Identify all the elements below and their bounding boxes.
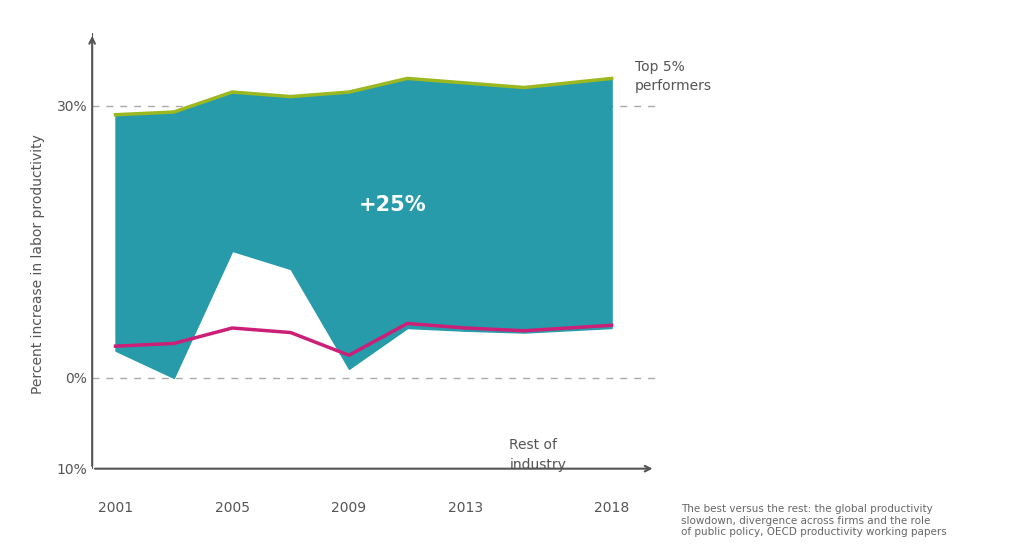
Text: +25%: +25% bbox=[359, 196, 427, 215]
Text: The best versus the rest: the global productivity
slowdown, divergence across fi: The best versus the rest: the global pro… bbox=[681, 504, 947, 537]
Text: The top 5% of
companies are
dominating the
economy by
exploiting
digital
compete: The top 5% of companies are dominating t… bbox=[720, 105, 900, 353]
Y-axis label: Percent increase in labor productivity: Percent increase in labor productivity bbox=[32, 134, 45, 395]
Text: Top 5%
performers: Top 5% performers bbox=[635, 60, 712, 93]
Text: Rest of
industry: Rest of industry bbox=[510, 438, 566, 472]
